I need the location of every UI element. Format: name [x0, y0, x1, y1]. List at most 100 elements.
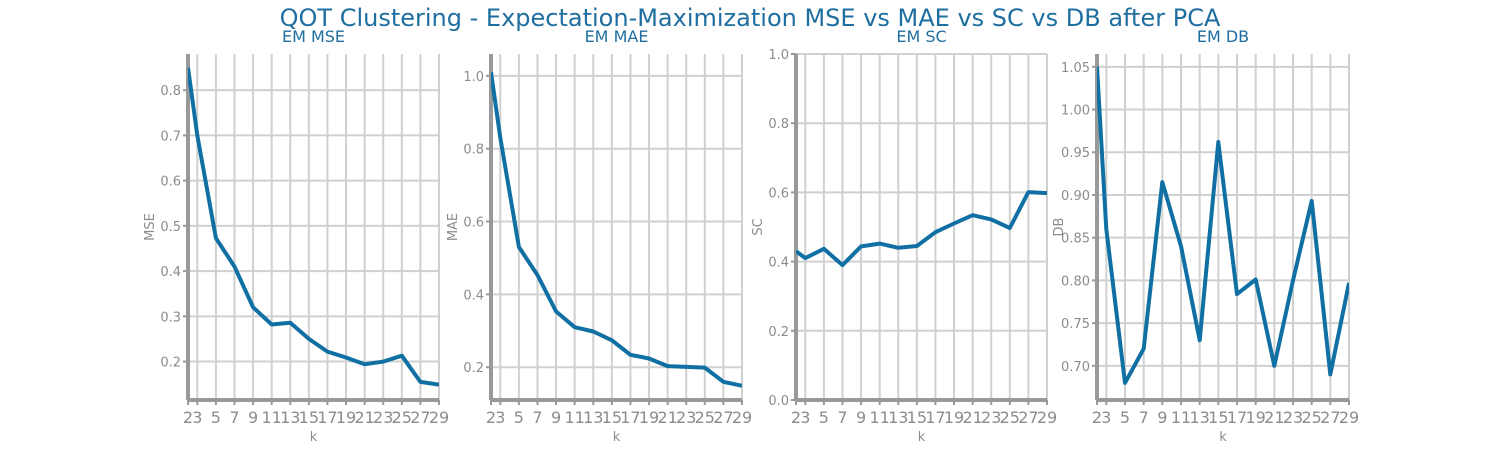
x-tick-label: 23	[981, 408, 1001, 427]
x-tick-label: 27	[1320, 408, 1340, 427]
x-tick-label: 25	[1000, 408, 1020, 427]
x-tick-label: 29	[732, 408, 752, 427]
x-tick-label: 13	[888, 408, 908, 427]
x-tick-label: 11	[1171, 408, 1191, 427]
x-tick-label: 17	[620, 408, 640, 427]
x-tick-label: 21	[354, 408, 374, 427]
x-tick-label: 25	[695, 408, 715, 427]
y-tick-label: 0.3	[160, 310, 181, 325]
x-tick-label: 17	[925, 408, 945, 427]
x-tick-label: 19	[1245, 408, 1265, 427]
x-tick-label: 7	[532, 408, 542, 427]
y-tick-label: 0.6	[463, 216, 484, 231]
y-tick-label: 0.75	[1061, 317, 1090, 332]
x-tick-label: 21	[962, 408, 982, 427]
x-tick-label: 27	[713, 408, 733, 427]
x-tick-label: 7	[229, 408, 239, 427]
series-line	[188, 67, 439, 387]
x-tick-label: 2	[486, 408, 496, 427]
y-axis-label: MSE	[143, 213, 158, 241]
y-tick-label: 0.95	[1061, 146, 1090, 161]
x-tick-label: 21	[657, 408, 677, 427]
x-tick-label: 7	[1139, 408, 1149, 427]
x-tick-label: 5	[1120, 408, 1130, 427]
x-tick-label: 3	[800, 408, 810, 427]
y-tick-label: 1.0	[463, 70, 484, 85]
y-tick-label: 0.80	[1061, 274, 1090, 289]
y-tick-label: 0.6	[160, 175, 181, 190]
x-tick-label: 11	[564, 408, 584, 427]
y-tick-label: 0.4	[160, 265, 181, 280]
x-tick-label: 15	[1208, 408, 1228, 427]
x-tick-label: 29	[429, 408, 449, 427]
y-tick-label: 0.70	[1061, 360, 1090, 375]
x-tick-label: 15	[299, 408, 319, 427]
x-tick-label: 2	[791, 408, 801, 427]
y-tick-label: 0.2	[768, 325, 789, 340]
x-tick-label: 29	[1037, 408, 1057, 427]
y-tick-label: 0.7	[160, 129, 181, 144]
y-tick-label: 0.85	[1061, 232, 1090, 247]
chart-panel-4: 0.700.750.800.850.900.951.001.052 3 5 7 9 111…	[1052, 27, 1359, 445]
chart-panel-2: 0.20.40.60.81.02 3 5 7 9 11131517192123252729…	[446, 27, 752, 445]
y-tick-label: 0.4	[463, 288, 484, 303]
y-axis-label: DB	[1052, 218, 1067, 237]
y-tick-label: 0.8	[160, 84, 181, 99]
panel-title: EM MAE	[585, 27, 649, 46]
x-tick-label: 3	[192, 408, 202, 427]
chart-panel-1: 0.20.30.40.50.60.70.82 3 5 7 9 11131517192123…	[143, 27, 449, 445]
x-tick-label: 2	[183, 408, 193, 427]
y-tick-label: 0.6	[768, 186, 789, 201]
x-tick-label: 23	[373, 408, 393, 427]
x-tick-label: 13	[583, 408, 603, 427]
x-tick-label: 11	[261, 408, 281, 427]
y-tick-label: 0.8	[768, 117, 789, 132]
y-axis-label: MAE	[446, 213, 461, 241]
x-tick-label: 17	[1227, 408, 1247, 427]
x-tick-label: 13	[1189, 408, 1209, 427]
y-tick-label: 1.05	[1061, 61, 1090, 76]
panel-title: EM SC	[896, 27, 946, 46]
x-tick-label: 29	[1339, 408, 1359, 427]
y-tick-label: 1.00	[1061, 104, 1090, 119]
series-line	[491, 71, 742, 388]
x-tick-label: 11	[869, 408, 889, 427]
x-axis-label: k	[613, 430, 621, 445]
y-tick-label: 0.2	[160, 356, 181, 371]
series-line	[796, 190, 1047, 268]
x-tick-label: 21	[1264, 408, 1284, 427]
y-axis-label: SC	[751, 218, 766, 235]
x-tick-label: 19	[639, 408, 659, 427]
x-tick-label: 9	[1157, 408, 1167, 427]
x-tick-label: 5	[211, 408, 221, 427]
x-tick-label: 25	[1301, 408, 1321, 427]
x-tick-label: 5	[819, 408, 829, 427]
x-tick-label: 3	[1101, 408, 1111, 427]
x-axis-label: k	[310, 430, 318, 445]
x-tick-label: 15	[602, 408, 622, 427]
figure-title: QOT Clustering - Expectation-Maximizatio…	[279, 4, 1221, 32]
chart-panel-3: 0.00.20.40.60.81.02 3 5 7 9 11131517192123252…	[751, 27, 1057, 445]
x-tick-label: 9	[551, 408, 561, 427]
x-tick-label: 13	[280, 408, 300, 427]
panel-title: EM MSE	[282, 27, 345, 46]
x-tick-label: 9	[248, 408, 258, 427]
x-axis-label: k	[1219, 430, 1227, 445]
x-tick-label: 27	[1018, 408, 1038, 427]
x-tick-label: 23	[1283, 408, 1303, 427]
x-tick-label: 9	[856, 408, 866, 427]
x-tick-label: 2	[1092, 408, 1102, 427]
x-tick-label: 25	[392, 408, 412, 427]
panel-title: EM DB	[1197, 27, 1249, 46]
x-axis-label: k	[918, 430, 926, 445]
y-tick-label: 0.4	[768, 256, 789, 271]
x-tick-label: 23	[676, 408, 696, 427]
x-tick-label: 15	[907, 408, 927, 427]
y-tick-label: 0.2	[463, 361, 484, 376]
y-tick-label: 0.0	[768, 394, 789, 409]
x-tick-label: 27	[410, 408, 430, 427]
x-tick-label: 17	[317, 408, 337, 427]
y-tick-label: 0.90	[1061, 189, 1090, 204]
y-tick-label: 0.8	[463, 143, 484, 158]
